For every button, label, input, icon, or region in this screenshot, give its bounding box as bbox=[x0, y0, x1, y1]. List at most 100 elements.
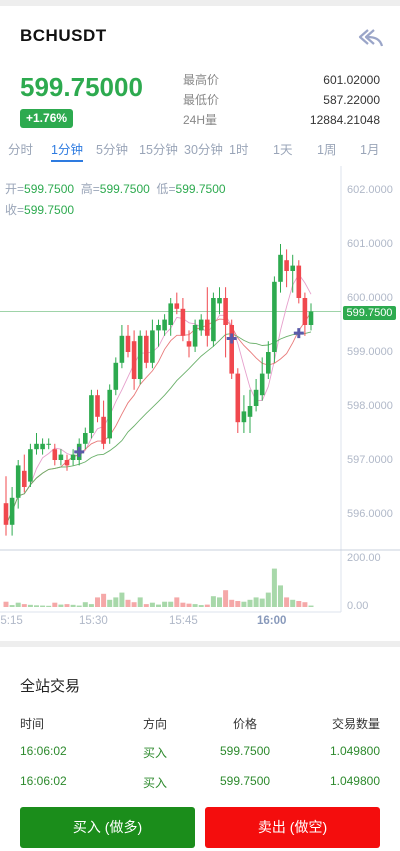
candle-body bbox=[266, 352, 271, 374]
low-label: 低= bbox=[156, 182, 176, 196]
volume-bar bbox=[9, 605, 15, 607]
sell-short-button[interactable]: 卖出 (做空) bbox=[205, 807, 380, 848]
volume-bar bbox=[235, 601, 241, 607]
tab-1min[interactable]: 1分钟 bbox=[51, 140, 83, 162]
trade-amount: 1.049800 bbox=[329, 744, 380, 758]
candle-body bbox=[162, 319, 167, 331]
price-tick: 600.0000 bbox=[347, 292, 393, 304]
kline-chart[interactable]: 开=599.7500 高=599.7500 低=599.7500 收=599.7… bbox=[0, 166, 400, 638]
candle-body bbox=[28, 449, 33, 482]
volume-bar bbox=[107, 599, 113, 607]
volume-bar bbox=[119, 592, 125, 607]
tab-1week[interactable]: 1周 bbox=[317, 143, 337, 157]
candle-body bbox=[144, 335, 149, 363]
open-label: 开= bbox=[5, 182, 25, 196]
candle-body bbox=[192, 325, 198, 347]
volume-bar bbox=[34, 605, 39, 607]
volume-bar bbox=[174, 597, 180, 607]
interval-tabs: 分时 1分钟 5分钟 15分钟 30分钟 1时 1天 1周 1月 bbox=[0, 140, 400, 164]
reply-back-button[interactable] bbox=[356, 26, 386, 50]
candle-body bbox=[235, 373, 241, 423]
price-tick: 599.0000 bbox=[347, 346, 393, 358]
price-tick: 598.0000 bbox=[347, 400, 393, 412]
tab-1month[interactable]: 1月 bbox=[360, 143, 380, 157]
time-tick: 15:30 bbox=[79, 615, 108, 627]
tab-15min[interactable]: 15分钟 bbox=[139, 143, 178, 157]
volume-bar bbox=[296, 601, 302, 607]
volume-bar bbox=[259, 598, 265, 607]
candle-body bbox=[186, 341, 192, 347]
candle-body bbox=[308, 311, 314, 325]
candle-body bbox=[58, 454, 64, 460]
open-value: 599.7500 bbox=[24, 182, 75, 196]
low-value: 599.7500 bbox=[175, 182, 226, 196]
volume-bar bbox=[82, 602, 88, 607]
candle-body bbox=[198, 319, 204, 331]
candle-body bbox=[89, 395, 94, 433]
top-strip bbox=[0, 0, 400, 6]
col-direction: 方向 bbox=[143, 717, 168, 731]
volume-bar bbox=[302, 602, 308, 607]
candle-body bbox=[113, 362, 119, 390]
tab-timeshare[interactable]: 分时 bbox=[8, 143, 34, 157]
trade-time: 16:06:02 bbox=[20, 744, 67, 758]
col-time: 时间 bbox=[20, 717, 45, 731]
volume-bar bbox=[125, 599, 131, 607]
candle-body bbox=[156, 325, 161, 331]
tab-30min[interactable]: 30分钟 bbox=[184, 143, 223, 157]
time-tick: 16:00 bbox=[257, 615, 287, 627]
candle-body bbox=[125, 335, 131, 352]
volume-bar bbox=[64, 604, 70, 607]
candle-body bbox=[64, 460, 70, 466]
candle-body bbox=[174, 303, 180, 309]
volume-bar bbox=[271, 568, 277, 607]
candle-body bbox=[150, 330, 155, 363]
cross-marker-icon bbox=[74, 446, 85, 457]
volume-bar bbox=[247, 599, 253, 607]
volume-bar bbox=[131, 602, 137, 607]
volume-bar bbox=[180, 602, 186, 607]
candle-body bbox=[168, 303, 173, 325]
stat-low: 最低价 587.22000 bbox=[183, 92, 380, 112]
candle-body bbox=[46, 443, 51, 445]
candle-body bbox=[241, 411, 247, 423]
candle-body bbox=[180, 308, 186, 336]
close-value: 599.7500 bbox=[24, 203, 75, 217]
volume-bar bbox=[58, 604, 64, 607]
volume-bar bbox=[88, 604, 94, 607]
current-price-tag: 599.7500 bbox=[343, 306, 396, 320]
volume-bar bbox=[229, 599, 235, 607]
stats-panel: 最高价 601.02000 最低价 587.22000 24H量 12884.2… bbox=[183, 72, 380, 132]
stat-high: 最高价 601.02000 bbox=[183, 72, 380, 92]
col-price: 价格 bbox=[233, 717, 258, 731]
tab-5min[interactable]: 5分钟 bbox=[96, 143, 128, 157]
candle-body bbox=[253, 389, 259, 406]
stat-value: 587.22000 bbox=[323, 93, 380, 107]
stat-label: 最低价 bbox=[183, 93, 220, 107]
col-amount: 交易数量 bbox=[331, 717, 380, 731]
candle-body bbox=[40, 443, 45, 450]
tab-1day[interactable]: 1天 bbox=[273, 143, 293, 157]
buy-long-button[interactable]: 买入 (做多) bbox=[20, 807, 195, 848]
volume-bar bbox=[198, 605, 204, 607]
candle-body bbox=[22, 470, 27, 487]
volume-bar bbox=[70, 604, 76, 607]
trade-direction: 买入 bbox=[143, 776, 168, 790]
volume-bar bbox=[162, 601, 168, 607]
volume-bar bbox=[308, 605, 314, 607]
trade-row: 16:06:02 买入 599.7500 1.049800 bbox=[0, 744, 400, 762]
candle-body bbox=[34, 443, 39, 450]
candle-body bbox=[52, 449, 58, 460]
symbol-title: BCHUSDT bbox=[20, 26, 107, 45]
volume-bar bbox=[113, 597, 119, 607]
volume-tick: 200.00 bbox=[347, 552, 381, 564]
candle-body bbox=[247, 406, 253, 417]
ohlc-readout: 开=599.7500 高=599.7500 低=599.7500 收=599.7… bbox=[5, 179, 226, 221]
price-tick: 596.0000 bbox=[347, 508, 393, 520]
candle-body bbox=[290, 265, 295, 271]
candle-body bbox=[95, 395, 100, 417]
time-tick: 15:15 bbox=[0, 615, 23, 627]
volume-bar bbox=[217, 597, 222, 607]
candle-body bbox=[107, 389, 112, 439]
tab-1hour[interactable]: 1时 bbox=[229, 143, 249, 157]
